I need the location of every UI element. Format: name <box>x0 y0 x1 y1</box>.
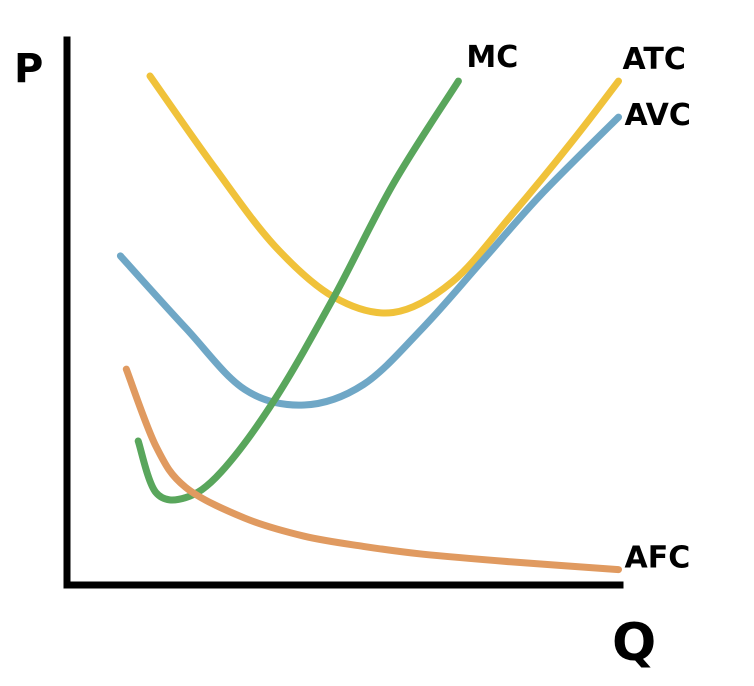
x-axis-label: Q <box>612 613 656 673</box>
axes <box>63 36 624 589</box>
y-axis-label: P <box>14 46 43 92</box>
atc-label: ATC <box>623 42 686 77</box>
avc-label: AVC <box>625 98 691 133</box>
afc-label: AFC <box>625 541 691 576</box>
atc-curve <box>146 72 622 317</box>
mc-curve <box>134 77 462 504</box>
avc-curve <box>116 113 622 409</box>
curve-labels: ATC AVC MC AFC <box>466 40 691 576</box>
afc-curve <box>122 365 622 574</box>
mc-label: MC <box>466 40 518 75</box>
curves-layer <box>116 72 622 574</box>
